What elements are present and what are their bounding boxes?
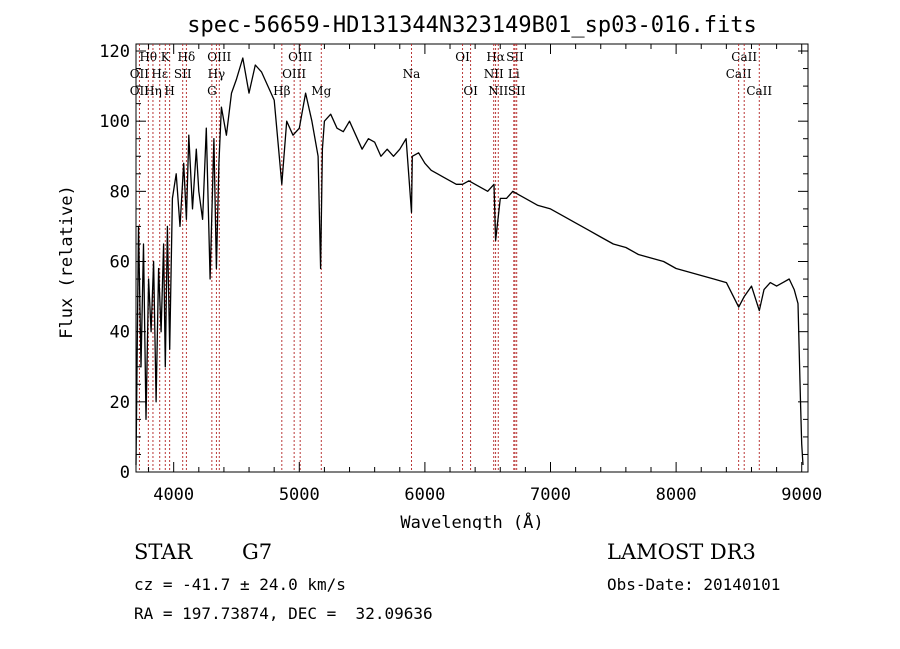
line-label-18: OI [463, 84, 478, 98]
line-label-19: Hα [486, 50, 505, 64]
axes: 4000 5000 6000 7000 8000 9000 0 20 40 60 80 100 120 [99, 42, 822, 505]
x-tick-label-6000: 6000 [404, 485, 445, 505]
line-label-6: H [164, 84, 174, 98]
line-label-3: Hε [151, 67, 168, 81]
line-label-25: CaII [726, 67, 752, 81]
subclass: G7 [242, 540, 273, 564]
line-label-27: CaII [746, 84, 772, 98]
obs-date: Obs-Date: 20140101 [607, 575, 781, 594]
line-label-26: CaII [731, 50, 757, 64]
y-tick-label-40: 40 [110, 323, 130, 343]
y-axis-label: Flux (relative) [57, 185, 77, 339]
x-tick-label-8000: 8000 [656, 485, 697, 505]
line-label-23: Li [508, 67, 520, 81]
line-label-24: SII [508, 84, 526, 98]
y-tick-label-60: 60 [110, 253, 130, 273]
x-tick-label-5000: 5000 [279, 485, 320, 505]
plot-frame [135, 43, 809, 473]
line-label-5: K [161, 50, 171, 64]
line-label-9: OIII [207, 50, 231, 64]
line-label-14: Hβ [273, 84, 290, 98]
line-label-22: SII [506, 50, 524, 64]
y-tick-label-20: 20 [110, 393, 130, 413]
chart-title: spec-56659-HD131344N323149B01_sp03-016.f… [187, 13, 757, 38]
y-tick-label-100: 100 [99, 112, 130, 132]
line-label-11: G [207, 84, 217, 98]
line-label-15: Mg [311, 84, 331, 98]
x-tick-label-9000: 9000 [781, 485, 822, 505]
line-label-17: OI [455, 50, 470, 64]
x-tick-label-7000: 7000 [530, 485, 571, 505]
y-tick-label-80: 80 [110, 182, 130, 202]
x-tick-label-4000: 4000 [153, 485, 194, 505]
line-label-20: NII [484, 67, 504, 81]
line-label-12: OIII [288, 50, 312, 64]
line-label-21: NII [488, 84, 508, 98]
line-label-1: OII [130, 67, 150, 81]
line-label-13: OIII [282, 67, 306, 81]
redshift-value: cz = -41.7 ± 24.0 km/s [134, 575, 346, 594]
line-label-16: Na [403, 67, 421, 81]
line-label-2: OII [130, 84, 150, 98]
x-axis-label: Wavelength (Å) [400, 511, 543, 530]
line-label-8: SII [174, 67, 192, 81]
coordinates: RA = 197.73874, DEC = 32.09636 [134, 604, 433, 623]
survey-name: LAMOST DR3 [607, 540, 756, 564]
line-label-7: Hδ [178, 50, 196, 64]
spectrum-series [135, 57, 804, 466]
object-class: STAR [134, 540, 193, 564]
line-label-4: Hη [144, 84, 162, 98]
line-label-0: Hθ [139, 50, 157, 64]
y-tick-label-120: 120 [99, 42, 130, 62]
y-tick-label-0: 0 [120, 463, 130, 483]
line-label-10: Hγ [208, 67, 226, 81]
